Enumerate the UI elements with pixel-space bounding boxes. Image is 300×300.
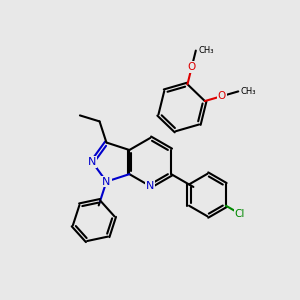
- Text: O: O: [188, 62, 196, 72]
- Text: O: O: [218, 91, 226, 101]
- Text: CH₃: CH₃: [241, 87, 256, 96]
- Text: N: N: [146, 181, 154, 191]
- Text: Cl: Cl: [235, 209, 245, 219]
- Text: N: N: [88, 157, 96, 167]
- Text: N: N: [102, 177, 111, 187]
- Text: CH₃: CH₃: [198, 46, 214, 55]
